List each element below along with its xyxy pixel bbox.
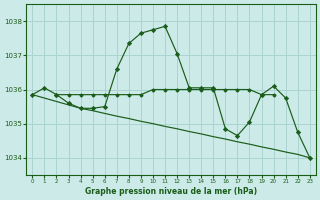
X-axis label: Graphe pression niveau de la mer (hPa): Graphe pression niveau de la mer (hPa) [85,187,257,196]
